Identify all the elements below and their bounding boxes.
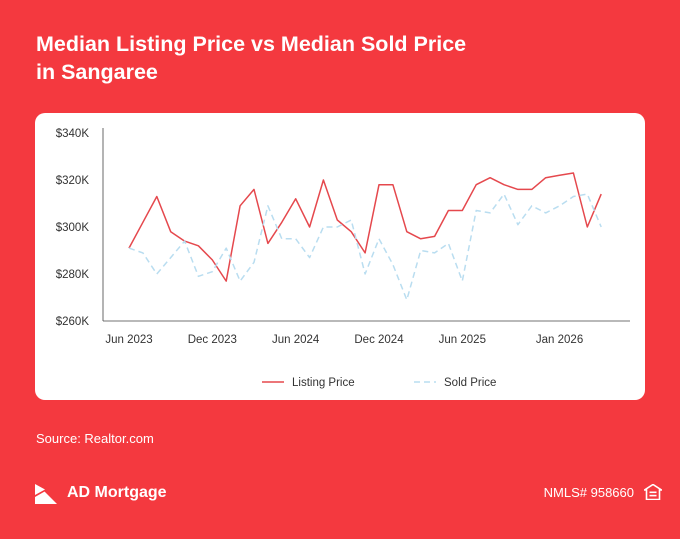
nmls-number: NMLS# 958660 [543,484,634,500]
listing-price-line [128,172,602,282]
brand-name: AD Mortgage [67,484,167,501]
chart-series [128,172,602,301]
x-tick-label: Jun 2025 [439,334,486,346]
x-tick-label: Jun 2024 [272,334,320,346]
y-tick-label: $280K [56,269,90,281]
source-note: Source: Realtor.com [36,431,154,446]
x-tick-label: Dec 2023 [188,334,237,346]
x-tick-label: Jan 2026 [536,334,583,346]
y-axis-ticks: $340K $320K $300K $280K $260K [56,128,90,328]
y-tick-label: $300K [56,222,90,234]
chart-card: $340K $320K $300K $280K $260K Jun 2023 Dec 20… [35,113,645,400]
brand: AD Mortgage [35,478,167,508]
sold-price-line [128,193,602,301]
chart-title-line2: in Sangaree [36,60,158,84]
y-tick-label: $320K [56,175,90,187]
line-chart: $340K $320K $300K $280K $260K Jun 2023 Dec 20… [56,128,630,389]
legend-listing-label: Listing Price [292,377,355,389]
nmls-info: NMLS# 958660 [544,484,662,500]
ad-mortgage-logo-icon [35,482,57,504]
legend-sold-label: Sold Price [444,377,496,389]
chart-title-line1: Median Listing Price vs Median Sold Pric… [36,32,467,56]
chart-legend: Listing Price Sold Price [262,377,496,389]
chart-axes [102,128,630,322]
x-tick-label: Dec 2024 [354,334,404,346]
x-tick-label: Jun 2023 [105,334,152,346]
y-tick-label: $340K [56,128,90,140]
y-tick-label: $260K [56,316,90,328]
equal-housing-icon [644,484,662,500]
chart-title: Median Listing Price vs Median Sold Pric… [36,30,636,86]
x-axis-ticks: Jun 2023 Dec 2023 Jun 2024 Dec 2024 Jun 2025… [105,334,583,346]
